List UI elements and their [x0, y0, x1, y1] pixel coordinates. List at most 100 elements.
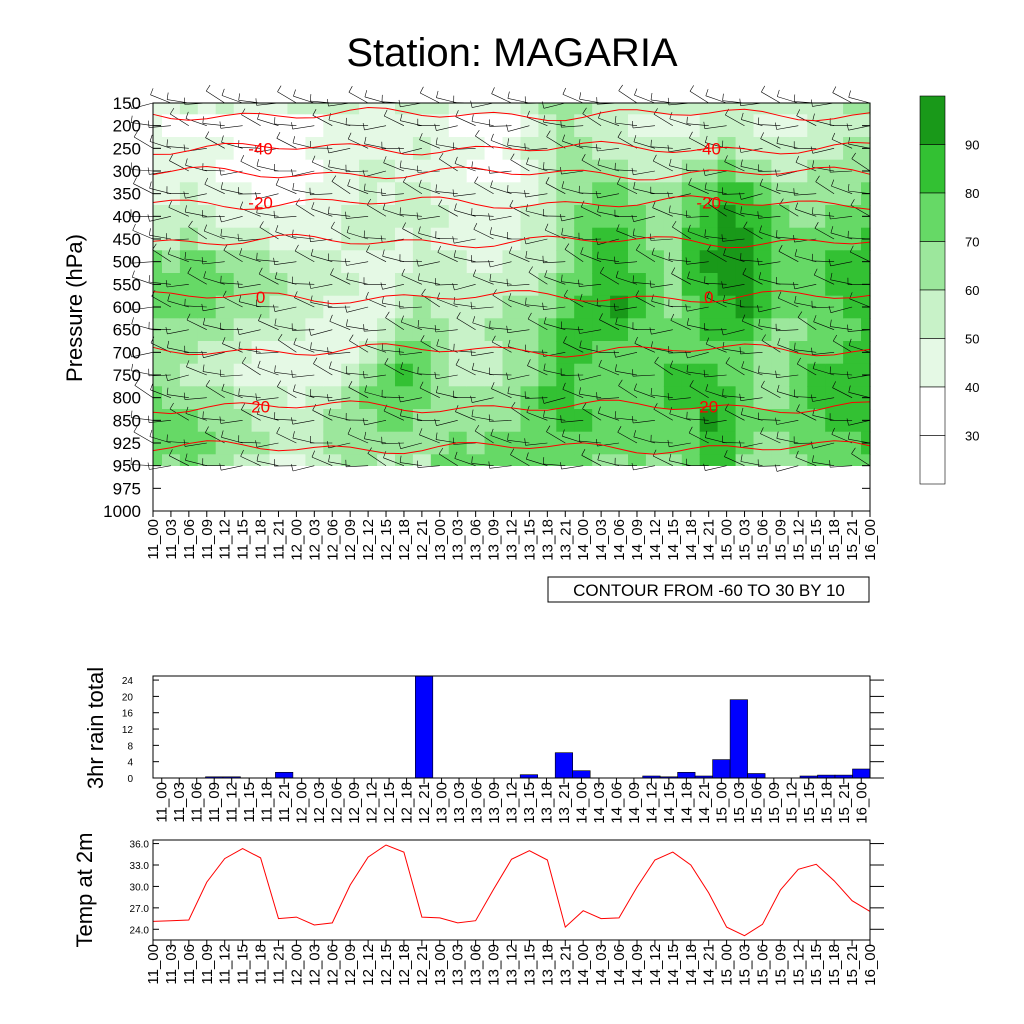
wind-barb-feather: [491, 382, 495, 389]
wind-barb-feather: [739, 440, 742, 448]
wind-barb: [796, 410, 817, 421]
humidity-cell: [162, 273, 181, 297]
wind-barb: [543, 463, 566, 466]
wind-barb: [401, 275, 423, 285]
temperature-x-tick-label: 16_00: [862, 944, 879, 986]
wind-barb: [527, 365, 548, 376]
wind-barb-feather: [510, 448, 515, 455]
temperature-x-tick-label: 15_09: [772, 944, 789, 986]
humidity-cell: [197, 431, 217, 455]
wind-barb: [526, 412, 548, 421]
humidity-cell: [305, 103, 324, 115]
wind-barb-feather: [633, 383, 637, 391]
humidity-cell: [807, 159, 826, 183]
wind-barb: [669, 165, 691, 172]
wind-barb: [507, 191, 530, 194]
humidity-cell: [843, 431, 862, 455]
wind-barb-feather: [669, 453, 672, 461]
wind-barb-feather: [686, 364, 689, 372]
wind-barb: [169, 408, 189, 421]
wind-barb-feather: [168, 449, 173, 456]
wind-barb-feather: [669, 360, 673, 368]
humidity-cell: [377, 103, 396, 115]
humidity-cell: [287, 137, 306, 161]
wind-barb-feather: [563, 336, 567, 343]
wind-barb: [832, 387, 853, 398]
wind-barb: [420, 92, 440, 104]
humidity-cell: [233, 409, 253, 433]
wind-barb-feather: [327, 394, 329, 402]
wind-barb: [221, 465, 243, 471]
wind-barb-feather: [599, 313, 603, 320]
humidity-cell: [323, 137, 342, 161]
wind-barb: [579, 192, 602, 194]
humidity-cell: [484, 341, 504, 365]
wind-barb-feather: [439, 152, 444, 160]
humidity-cell: [377, 318, 396, 342]
wind-barb: [794, 193, 817, 196]
wind-barb-feather: [362, 122, 365, 130]
wind-barb: [741, 367, 763, 376]
wind-barb: [151, 296, 172, 308]
wind-barb-feather: [829, 460, 831, 468]
temperature-x-tick-label: 13_06: [468, 944, 485, 986]
wind-barb: [203, 352, 225, 358]
wind-barb: [220, 282, 243, 285]
wind-barb: [740, 352, 763, 355]
temperature-contour-label: -20: [696, 194, 721, 213]
x-tick-label: 15_09: [772, 519, 789, 561]
wind-barb-feather: [205, 84, 211, 92]
wind-barb: [492, 295, 512, 308]
humidity-cell: [843, 409, 862, 433]
wind-barb: [526, 458, 548, 466]
rain-x-tick-label: 14_00: [574, 782, 591, 824]
wind-barb-feather: [813, 268, 818, 276]
wind-barb-feather: [832, 86, 837, 93]
wind-barb: [615, 306, 638, 311]
x-tick-label: 13_09: [486, 519, 503, 561]
humidity-cell: [645, 273, 665, 297]
wind-barb-feather: [150, 383, 154, 390]
wind-barb: [579, 440, 602, 444]
wind-barb-feather: [703, 416, 706, 424]
humidity-cell: [287, 250, 306, 274]
wind-barb: [258, 320, 279, 330]
wind-barb-feather: [722, 388, 724, 396]
wind-barb: [705, 465, 727, 471]
wind-barb: [346, 170, 369, 173]
x-tick-label: 12_09: [342, 519, 359, 561]
wind-barb: [725, 114, 745, 126]
wind-barb-feather: [815, 175, 820, 182]
wind-barb: [778, 251, 799, 262]
humidity-cell: [556, 409, 575, 433]
humidity-cell: [753, 227, 772, 251]
wind-barb: [704, 236, 727, 240]
wind-barb: [580, 300, 602, 308]
wind-barb: [723, 254, 745, 262]
wind-barb: [417, 373, 440, 376]
rain-x-tick-label: 13_00: [434, 782, 451, 824]
wind-barb-feather: [743, 221, 748, 228]
wind-barb-feather: [470, 395, 473, 403]
wind-barb: [848, 438, 871, 444]
wind-barb-feather: [596, 439, 598, 447]
temperature-contours: -40 -40-20 -200 020 20: [152, 106, 871, 455]
humidity-cell: [323, 363, 342, 387]
wind-barb-feather: [256, 454, 259, 462]
wind-barb: [598, 366, 620, 376]
x-tick-label: 12_15: [378, 519, 395, 561]
wind-barb: [740, 442, 763, 448]
humidity-cell: [771, 454, 790, 467]
humidity-cell: [574, 341, 593, 365]
wind-barb: [652, 207, 673, 217]
wind-barb: [295, 204, 315, 217]
wind-barb: [740, 213, 763, 217]
wind-barb: [615, 352, 638, 358]
y-tick-label: 800: [113, 389, 141, 408]
humidity-cell: [771, 114, 790, 138]
humidity-cell: [717, 205, 737, 229]
temperature-contour-line: [152, 106, 871, 122]
humidity-cell: [538, 273, 557, 297]
wind-barb-feather: [832, 381, 836, 388]
wind-barb-feather: [201, 256, 204, 265]
